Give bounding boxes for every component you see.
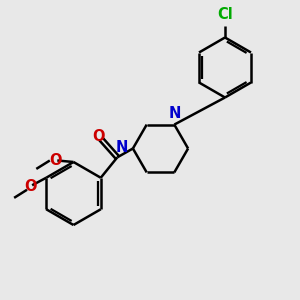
Text: N: N — [116, 140, 128, 155]
Text: O: O — [49, 153, 62, 168]
Text: N: N — [169, 106, 181, 121]
Text: Cl: Cl — [217, 7, 233, 22]
Text: O: O — [24, 179, 37, 194]
Text: O: O — [92, 129, 105, 144]
